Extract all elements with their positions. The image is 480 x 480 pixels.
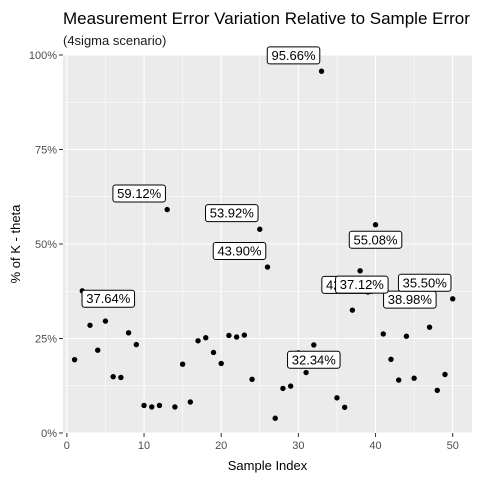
data-point (450, 296, 456, 302)
data-label: 35.50% (397, 273, 452, 292)
data-label-box (348, 230, 403, 249)
chart-subtitle: (4sigma scenario) (63, 33, 166, 48)
data-label-text: 35.50% (403, 275, 448, 290)
data-label-text: 95.66% (271, 48, 316, 63)
data-point (95, 347, 101, 353)
data-label: 59.12% (112, 184, 166, 203)
data-label-box (112, 184, 166, 203)
data-point (102, 318, 109, 324)
data-label-box (397, 273, 452, 292)
data-point (264, 264, 271, 270)
axes: 0 10 20 30 40 50 0% 25% 50% 75% 100% (29, 50, 459, 452)
data-point (226, 332, 232, 339)
x-tick-label: 40 (369, 440, 381, 452)
y-tick-label: 50% (35, 239, 57, 251)
data-point (411, 375, 417, 381)
data-label-text: 43.90% (217, 244, 262, 259)
data-point (434, 387, 440, 393)
data-point (241, 332, 248, 338)
data-label: 37.12% (335, 275, 389, 294)
data-label: 32.34% (287, 350, 341, 369)
data-point (357, 268, 363, 274)
data-point (179, 361, 186, 367)
data-point (125, 330, 132, 336)
data-point (233, 334, 240, 340)
x-tick-label: 30 (292, 440, 304, 452)
data-label: 53.92% (205, 204, 259, 223)
y-tick-label: 25% (35, 334, 57, 346)
data-point (380, 331, 386, 337)
data-label: 43.90% (212, 242, 267, 261)
data-label-text: 55.08% (353, 232, 398, 247)
data-point (272, 415, 278, 421)
data-point (280, 385, 286, 392)
data-label-text: 38.98% (388, 292, 433, 307)
data-point (426, 324, 433, 330)
data-label: 55.08% (348, 230, 403, 249)
data-point (303, 369, 309, 376)
data-point (249, 376, 255, 383)
data-point (218, 360, 224, 367)
y-tick-label: 75% (35, 145, 57, 157)
x-axis-title: Sample Index (228, 458, 308, 473)
data-point (341, 404, 348, 410)
x-tick-label: 50 (447, 440, 459, 452)
data-label: 37.64% (81, 289, 136, 308)
data-point (71, 356, 78, 363)
data-point (334, 395, 340, 401)
data-label-box (81, 289, 136, 308)
x-tick-label: 0 (64, 440, 70, 452)
data-point (349, 307, 356, 313)
data-label-text: 37.64% (86, 291, 131, 306)
data-point (403, 333, 410, 339)
data-point (164, 206, 170, 213)
data-point (287, 383, 294, 389)
data-point (318, 68, 325, 74)
data-points (71, 68, 456, 421)
data-point (195, 338, 201, 344)
data-point (372, 222, 379, 228)
data-label-box (335, 275, 389, 294)
data-point (156, 402, 163, 409)
data-point (388, 356, 394, 362)
data-point (87, 322, 93, 328)
data-point (187, 399, 194, 405)
data-label-annotations: 95.66%59.12%55.08%53.92%43.90%42.88%38.9… (81, 46, 452, 369)
x-tick-label: 20 (215, 440, 227, 452)
data-label-text: 59.12% (117, 186, 162, 201)
y-tick-label: 0% (41, 428, 57, 440)
data-point (203, 335, 209, 341)
y-tick-label: 100% (29, 50, 57, 62)
data-label-box (287, 350, 341, 369)
data-label-text: 53.92% (210, 206, 255, 221)
x-tick-label: 10 (138, 440, 150, 452)
data-point (110, 373, 116, 380)
data-point (133, 341, 140, 348)
data-point (257, 226, 263, 232)
chart-title: Measurement Error Variation Relative to … (63, 9, 470, 28)
y-axis-title: % of K - theta (8, 204, 23, 284)
data-point (149, 404, 155, 410)
data-label-box (205, 204, 259, 223)
data-label-text: 32.34% (292, 352, 337, 367)
data-label-box (266, 46, 321, 65)
data-point (311, 342, 317, 348)
data-point (118, 374, 124, 381)
data-label: 95.66% (266, 46, 321, 65)
data-label-box (212, 242, 267, 261)
data-point (395, 377, 402, 383)
data-point (210, 349, 217, 356)
data-label: 38.98% (383, 290, 437, 309)
data-point (141, 402, 147, 409)
data-point (172, 404, 178, 410)
data-point (442, 371, 448, 378)
data-label-text: 37.12% (340, 277, 385, 292)
